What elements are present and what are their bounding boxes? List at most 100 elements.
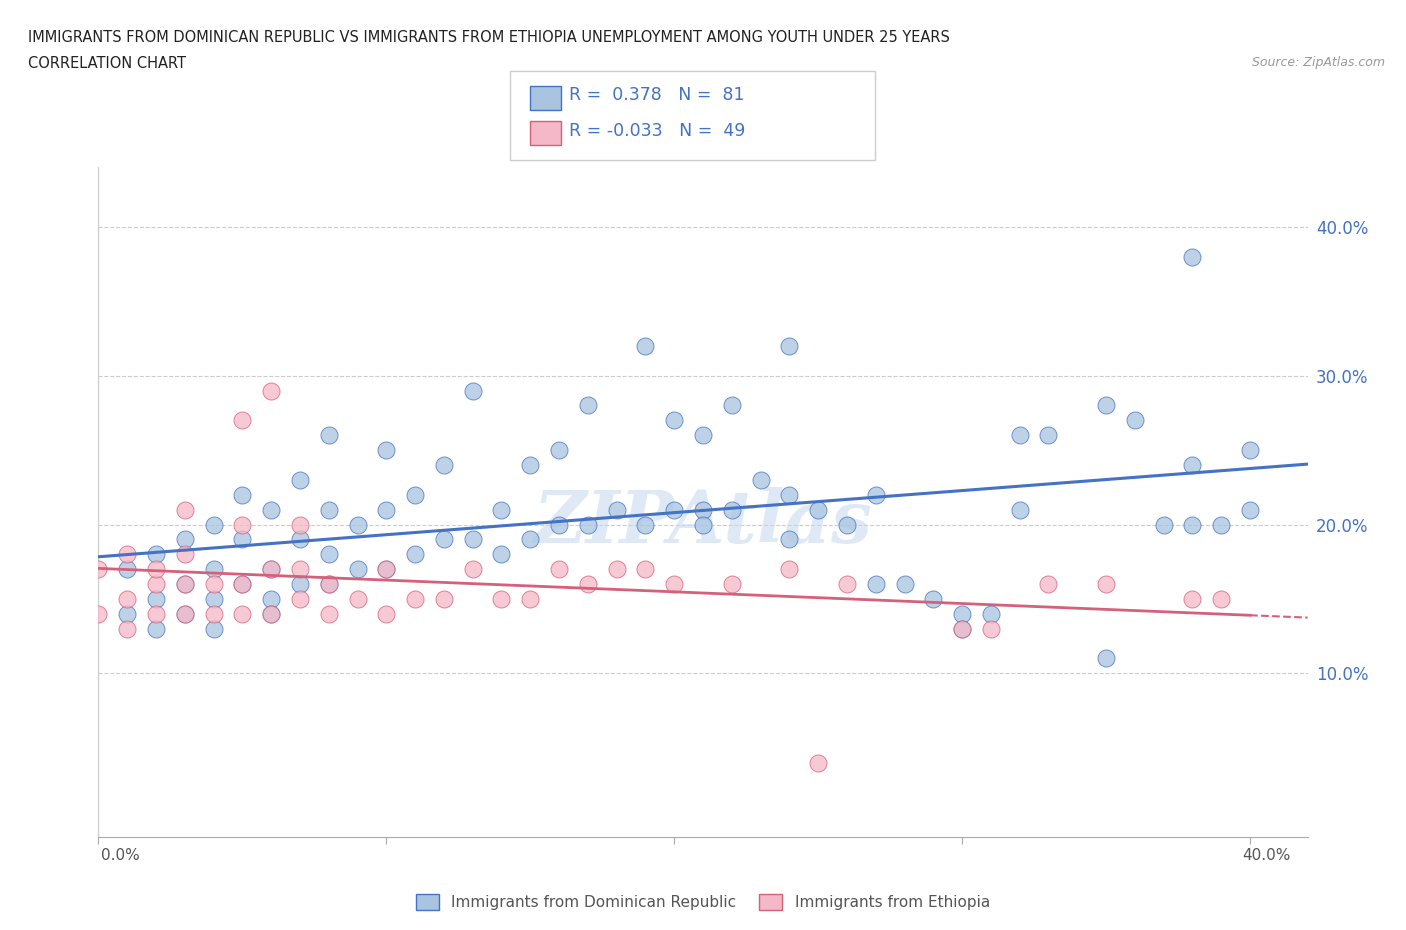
Point — [835, 577, 858, 591]
Point — [576, 517, 599, 532]
Point — [692, 428, 714, 443]
Point — [548, 443, 571, 458]
Point — [922, 591, 945, 606]
Point — [318, 577, 340, 591]
Point — [173, 577, 195, 591]
Point — [375, 606, 398, 621]
Point — [1239, 502, 1261, 517]
Point — [145, 547, 167, 562]
Point — [606, 502, 628, 517]
Point — [950, 621, 973, 636]
Text: 0.0%: 0.0% — [101, 848, 141, 863]
Point — [346, 517, 368, 532]
Point — [1181, 591, 1204, 606]
Point — [807, 755, 830, 770]
Point — [1095, 398, 1118, 413]
Point — [1181, 458, 1204, 472]
Point — [491, 502, 513, 517]
Point — [1181, 249, 1204, 264]
Point — [346, 562, 368, 577]
Point — [231, 606, 253, 621]
Point — [778, 532, 800, 547]
Point — [1211, 591, 1233, 606]
Point — [260, 562, 283, 577]
Point — [115, 606, 138, 621]
Point — [145, 577, 167, 591]
Point — [231, 532, 253, 547]
Point — [375, 502, 398, 517]
Point — [375, 443, 398, 458]
Point — [1038, 577, 1060, 591]
Point — [1239, 443, 1261, 458]
Point — [375, 562, 398, 577]
Text: IMMIGRANTS FROM DOMINICAN REPUBLIC VS IMMIGRANTS FROM ETHIOPIA UNEMPLOYMENT AMON: IMMIGRANTS FROM DOMINICAN REPUBLIC VS IM… — [28, 30, 950, 45]
Point — [173, 577, 195, 591]
Point — [807, 502, 830, 517]
Point — [749, 472, 772, 487]
Point — [173, 606, 195, 621]
Point — [288, 562, 311, 577]
Point — [634, 517, 657, 532]
Point — [231, 517, 253, 532]
Point — [1008, 502, 1031, 517]
Point — [634, 562, 657, 577]
Point — [1095, 577, 1118, 591]
Point — [404, 591, 426, 606]
Point — [260, 562, 283, 577]
Legend: Immigrants from Dominican Republic, Immigrants from Ethiopia: Immigrants from Dominican Republic, Immi… — [411, 888, 995, 916]
Point — [404, 547, 426, 562]
Point — [115, 591, 138, 606]
Point — [461, 383, 484, 398]
Point — [288, 532, 311, 547]
Text: Source: ZipAtlas.com: Source: ZipAtlas.com — [1251, 56, 1385, 69]
Point — [202, 577, 225, 591]
Point — [433, 591, 456, 606]
Point — [865, 577, 887, 591]
Point — [318, 606, 340, 621]
Point — [231, 487, 253, 502]
Point — [576, 398, 599, 413]
Point — [548, 517, 571, 532]
Point — [491, 591, 513, 606]
Point — [260, 591, 283, 606]
Point — [720, 398, 742, 413]
Point — [1211, 517, 1233, 532]
Point — [778, 339, 800, 353]
Point — [318, 428, 340, 443]
Point — [519, 458, 541, 472]
Text: CORRELATION CHART: CORRELATION CHART — [28, 56, 186, 71]
Point — [173, 606, 195, 621]
Point — [115, 621, 138, 636]
Point — [173, 502, 195, 517]
Point — [950, 621, 973, 636]
Point — [115, 562, 138, 577]
Point — [491, 547, 513, 562]
Point — [778, 487, 800, 502]
Point — [548, 562, 571, 577]
Point — [1008, 428, 1031, 443]
Point — [720, 577, 742, 591]
Point — [692, 517, 714, 532]
Point — [375, 562, 398, 577]
Point — [433, 532, 456, 547]
Point — [260, 502, 283, 517]
Point — [1153, 517, 1175, 532]
Point — [720, 502, 742, 517]
Point — [1095, 651, 1118, 666]
Text: R =  0.378   N =  81: R = 0.378 N = 81 — [569, 86, 745, 104]
Point — [288, 591, 311, 606]
Point — [519, 591, 541, 606]
Point — [1123, 413, 1146, 428]
Point — [202, 591, 225, 606]
Point — [865, 487, 887, 502]
Point — [145, 562, 167, 577]
Point — [980, 606, 1002, 621]
Point — [692, 502, 714, 517]
Point — [606, 562, 628, 577]
Point — [87, 606, 110, 621]
Text: R = -0.033   N =  49: R = -0.033 N = 49 — [569, 122, 745, 140]
Point — [318, 577, 340, 591]
Point — [288, 472, 311, 487]
Point — [318, 502, 340, 517]
Point — [980, 621, 1002, 636]
